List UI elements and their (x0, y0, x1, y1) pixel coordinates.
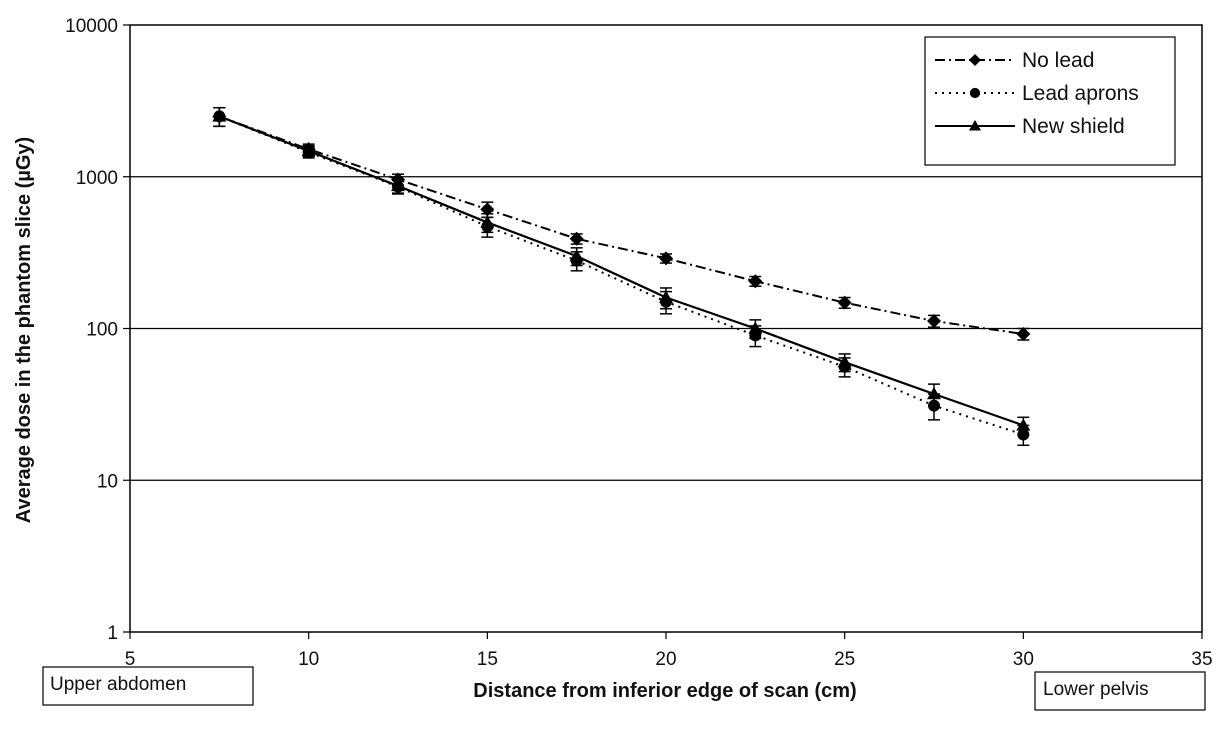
series-line-new-shield (218, 115, 1024, 427)
x-axis: 5 10 15 20 25 30 35 (125, 632, 1213, 670)
y-tick-label: 100 (86, 320, 118, 341)
y-tick-label: 1 (107, 623, 118, 644)
data-point-new-shield (480, 215, 495, 228)
x-tick-label: 35 (1191, 649, 1212, 670)
data-point-new-shield (927, 387, 941, 400)
svg-text:Upper abdomen: Upper abdomen (50, 674, 186, 695)
legend-marker (969, 87, 981, 99)
y-tick-label: 10 (97, 471, 118, 492)
y-tick-label: 1000 (76, 168, 118, 189)
data-point-no-lead (659, 251, 673, 266)
legend-item-lead-aprons: Lead aprons (935, 82, 1139, 105)
y-tick-label: 10000 (65, 16, 118, 37)
legend-label: New shield (1022, 115, 1125, 138)
y-axis: 1 10 100 1000 10000 (65, 16, 130, 644)
x-axis-title: Distance from inferior edge of scan (cm) (473, 680, 856, 702)
data-point-new-shield (659, 290, 673, 303)
legend: No lead Lead aprons New shield (924, 36, 1176, 166)
data-point-new-shield (212, 109, 227, 122)
data-point-no-lead (480, 202, 495, 217)
series-new-shield (212, 106, 1031, 436)
x-tick-label: 25 (834, 649, 855, 670)
x-tick-label: 10 (298, 649, 319, 670)
data-point-no-lead (569, 231, 584, 246)
legend-marker (969, 54, 981, 66)
series-layer (212, 106, 1031, 447)
data-point-new-shield (837, 355, 852, 368)
legend-marker (969, 120, 981, 131)
data-point-no-lead (1016, 326, 1031, 341)
annotation-upper-abdomen: Upper abdomen (42, 666, 254, 706)
x-tick-label: 5 (125, 649, 136, 670)
data-point-new-shield (1016, 418, 1031, 431)
legend-label: No lead (1022, 49, 1094, 72)
legend-label: Lead aprons (1022, 82, 1139, 105)
data-point-no-lead (837, 295, 852, 310)
annotation-lower-pelvis: Lower pelvis (1034, 671, 1206, 711)
legend-item-no-lead: No lead (935, 49, 1094, 72)
data-point-no-lead (748, 274, 763, 289)
data-point-new-shield (301, 143, 316, 157)
y-axis-title: Average dose in the phantom slice (µGy) (13, 137, 35, 523)
data-point-no-lead (927, 314, 941, 329)
x-tick-label: 15 (477, 649, 498, 670)
data-point-new-shield (748, 321, 763, 334)
x-tick-label: 30 (1013, 649, 1034, 670)
series-line-no-lead (218, 115, 1024, 335)
x-tick-label: 20 (655, 649, 676, 670)
svg-text:Lower pelvis: Lower pelvis (1043, 679, 1149, 700)
data-point-new-shield (569, 249, 584, 262)
series-line-lead-aprons (218, 115, 1024, 436)
data-point-new-shield (391, 178, 405, 192)
legend-item-new-shield: New shield (935, 115, 1125, 138)
